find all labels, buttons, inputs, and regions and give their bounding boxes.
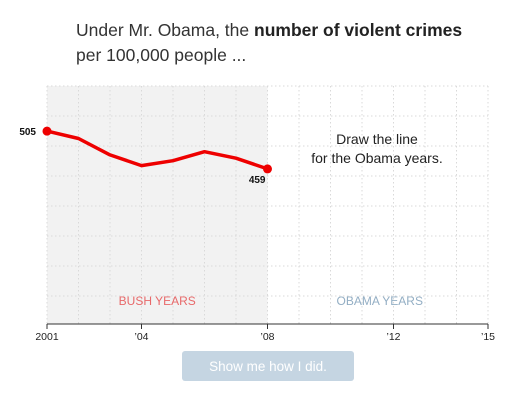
question-text: Under Mr. Obama, the number of violent c…	[76, 18, 496, 68]
x-tick-label: ’04	[134, 331, 148, 343]
question-bold: number of violent crimes	[254, 20, 463, 40]
past-years-area	[47, 86, 268, 324]
data-label: 505	[19, 127, 36, 138]
data-label: 459	[249, 175, 266, 186]
draw-instruction-line: Draw the line	[336, 131, 418, 147]
x-tick-label: ’12	[386, 331, 400, 343]
bush-years-label: BUSH YEARS	[119, 294, 196, 308]
series-line	[45, 129, 270, 171]
start-point	[42, 126, 52, 136]
question-prefix: Under Mr. Obama, the	[76, 20, 254, 40]
end-point	[263, 164, 272, 174]
x-tick-label: 2001	[35, 331, 59, 343]
obama-years-label: OBAMA YEARS	[337, 294, 423, 308]
show-me-how-i-did-button[interactable]: Show me how I did.	[182, 351, 354, 381]
x-tick-label: ’15	[481, 331, 495, 343]
x-tick-label: ’08	[260, 331, 274, 343]
question-suffix: per 100,000 people ...	[76, 45, 247, 65]
draw-instruction-line: for the Obama years.	[311, 150, 443, 166]
